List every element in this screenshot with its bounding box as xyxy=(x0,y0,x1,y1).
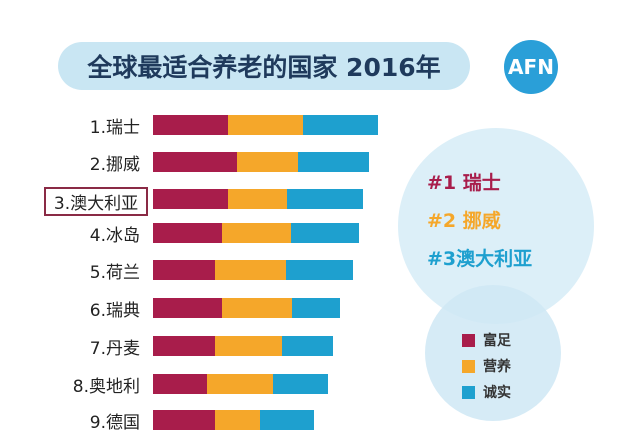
category-label: 6.瑞典 xyxy=(89,301,140,321)
bar-segment-诚实 xyxy=(292,298,340,318)
top3-item: #3澳大利亚 xyxy=(427,248,533,270)
top3-item: #2 挪威 xyxy=(427,210,501,232)
legend-item: 诚实 xyxy=(462,382,511,402)
bar-segment-富足 xyxy=(153,189,228,209)
afn-logo: AFN xyxy=(504,40,558,94)
bar-segment-营养 xyxy=(222,298,292,318)
bar-segment-营养 xyxy=(215,410,260,430)
top3-item: #1 瑞士 xyxy=(427,172,501,194)
bar-segment-诚实 xyxy=(287,189,363,209)
legend-swatch xyxy=(462,333,475,347)
bar-segment-诚实 xyxy=(298,152,369,172)
category-label: 7.丹麦 xyxy=(89,339,140,359)
decor-circle-small xyxy=(425,285,561,421)
legend-swatch xyxy=(462,359,475,373)
category-label: 1.瑞士 xyxy=(89,118,140,138)
bar-segment-诚实 xyxy=(273,374,328,394)
bar-segment-富足 xyxy=(153,115,228,135)
bar-segment-营养 xyxy=(228,189,287,209)
bar-segment-诚实 xyxy=(303,115,378,135)
bar-segment-富足 xyxy=(153,260,215,280)
legend-swatch xyxy=(462,385,475,399)
category-label: 4.冰岛 xyxy=(89,226,140,246)
legend-item: 富足 xyxy=(462,330,511,350)
bar-segment-营养 xyxy=(222,223,291,243)
legend-label: 诚实 xyxy=(483,385,511,401)
category-label: 8.奥地利 xyxy=(72,377,140,397)
legend-label: 营养 xyxy=(483,359,511,375)
legend-label: 富足 xyxy=(483,333,511,349)
bar-segment-营养 xyxy=(228,115,303,135)
bar-segment-富足 xyxy=(153,374,207,394)
bar-segment-诚实 xyxy=(291,223,359,243)
bar-segment-富足 xyxy=(153,336,215,356)
bar-segment-营养 xyxy=(215,260,286,280)
bar-segment-富足 xyxy=(153,298,222,318)
category-label: 9.德国 xyxy=(89,413,140,433)
bar-segment-诚实 xyxy=(260,410,314,430)
category-label: 5.荷兰 xyxy=(89,263,140,283)
bar-segment-营养 xyxy=(207,374,273,394)
bar-segment-富足 xyxy=(153,152,237,172)
legend-item: 营养 xyxy=(462,356,511,376)
bar-segment-富足 xyxy=(153,410,215,430)
bar-segment-诚实 xyxy=(282,336,333,356)
bar-segment-富足 xyxy=(153,223,222,243)
category-label: 2.挪威 xyxy=(89,155,140,175)
bar-segment-诚实 xyxy=(286,260,353,280)
category-label: 3.澳大利亚 xyxy=(44,187,148,216)
chart-title: 全球最适合养老的国家 2016年 xyxy=(58,42,470,90)
bar-segment-营养 xyxy=(215,336,282,356)
bar-segment-营养 xyxy=(237,152,298,172)
